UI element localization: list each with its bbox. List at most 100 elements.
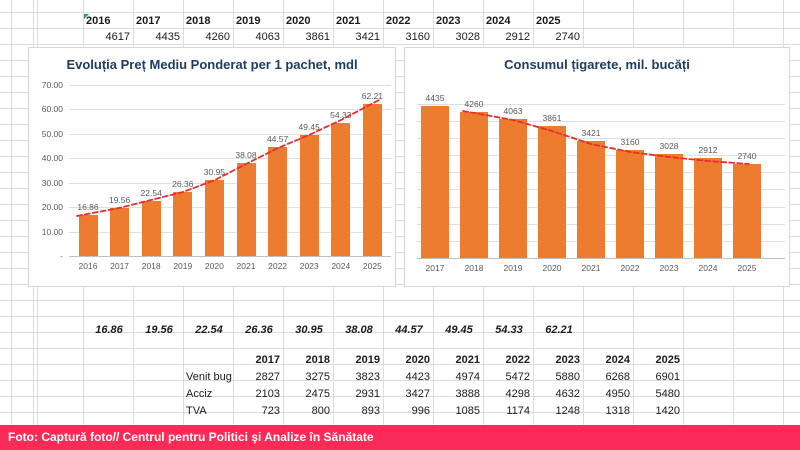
cell-year[interactable]: 2020 [405,354,430,366]
bar [141,200,161,256]
cell-value[interactable]: 3275 [305,371,330,383]
cell-value[interactable]: 3427 [405,388,430,400]
cell-value[interactable]: 5880 [555,371,580,383]
cell-price-value[interactable]: 30.95 [295,324,323,336]
cell-value[interactable]: 3421 [355,31,380,43]
grid-column-line [11,0,12,425]
bar-data-label: 3861 [542,112,562,123]
cell-row-label[interactable]: Acciz [186,388,213,400]
footer-text: Foto: Captură foto// Centrul pentru Poli… [8,430,374,444]
cell-price-value[interactable]: 19.56 [145,324,173,336]
cell-price-value[interactable]: 26.36 [245,324,273,336]
bar [655,154,683,258]
cell-value[interactable]: 5472 [505,371,530,383]
cell-value[interactable]: 996 [411,405,430,417]
cell-price-value[interactable]: 44.57 [395,324,423,336]
bar [331,123,351,256]
x-axis-tick-label: 2023 [299,261,319,271]
cell-value[interactable]: 4974 [455,371,480,383]
bar [694,158,722,258]
y-axis-tick-label: 40.00 [41,153,63,163]
bar [460,112,488,258]
cell-year[interactable]: 2023 [555,354,580,366]
cell-value[interactable]: 2931 [355,388,380,400]
cell-year[interactable]: 2023 [436,15,461,27]
cell-price-value[interactable]: 16.86 [95,324,123,336]
cell-price-value[interactable]: 38.08 [345,324,373,336]
bar-data-label: 38.08 [235,150,257,160]
cell-value[interactable]: 1174 [506,405,530,417]
cell-value[interactable]: 3028 [455,31,480,43]
cell-year[interactable]: 2022 [505,354,530,366]
cell-value[interactable]: 1248 [555,405,580,417]
cell-value[interactable]: 2912 [505,31,530,43]
bar [421,106,449,258]
cell-year[interactable]: 2024 [605,354,630,366]
cell-value[interactable]: 5480 [655,388,680,400]
cell-value[interactable]: 3160 [405,31,430,43]
chart-price-evolution[interactable]: Evoluția Preț Mediu Ponderat per 1 pache… [28,47,396,287]
cell-price-value[interactable]: 62.21 [545,324,573,336]
y-axis-tick-label: 20.00 [41,202,63,212]
cell-value[interactable]: 4298 [505,388,530,400]
bar-data-label: 22.54 [140,187,162,198]
cell-value[interactable]: 6901 [655,371,680,383]
cell-value[interactable]: 800 [311,405,330,417]
x-axis-tick-label: 2017 [110,261,130,271]
x-axis-line [69,256,391,257]
cell-value[interactable]: 4423 [405,371,430,383]
cell-value[interactable]: 2475 [305,388,330,400]
cell-year[interactable]: 2021 [336,15,361,27]
x-axis-tick-label: 2018 [464,263,484,273]
bar [173,191,193,256]
cell-year[interactable]: 2019 [236,15,261,27]
cell-value[interactable]: 2740 [555,31,580,43]
cell-value[interactable]: 2103 [255,388,280,400]
cell-value[interactable]: 3823 [355,371,380,383]
cell-value[interactable]: 4063 [255,31,280,43]
cell-year[interactable]: 2017 [255,354,280,366]
footer-credit-bar: Foto: Captură foto// Centrul pentru Poli… [0,425,800,450]
y-axis-tick-label: 30.00 [41,178,63,188]
cell-price-value[interactable]: 54.33 [495,324,523,336]
cell-year[interactable]: 2024 [486,15,511,27]
cell-row-label[interactable]: Venit bug [186,371,232,383]
cell-year[interactable]: 2020 [286,15,311,27]
cell-value[interactable]: 4950 [605,388,630,400]
cell-value[interactable]: 3861 [305,31,330,43]
cell-value[interactable]: 723 [261,405,280,417]
x-axis-line [417,258,785,259]
bar [362,104,382,256]
cell-year[interactable]: 2019 [355,354,380,366]
cell-value[interactable]: 893 [361,405,380,417]
cell-value[interactable]: 4632 [555,388,580,400]
bar-data-label: 4435 [425,93,445,103]
cell-value[interactable]: 1420 [655,405,680,417]
cell-year[interactable]: 2021 [455,354,480,366]
chart-cigarette-consumption[interactable]: Consumul țigarete, mil. bucăți 4435 2017 4… [404,47,790,287]
cell-value[interactable]: 1318 [605,405,630,417]
cell-row-label[interactable]: TVA [186,405,207,417]
cell-value[interactable]: 4435 [155,31,180,43]
cell-value[interactable]: 6268 [605,371,630,383]
cell-value[interactable]: 1085 [455,405,480,417]
cell-value[interactable]: 4617 [105,31,130,43]
cell-year[interactable]: 2025 [536,15,561,27]
cell-year[interactable]: 2025 [655,354,680,366]
x-axis-tick-label: 2024 [331,261,351,271]
cell-price-value[interactable]: 22.54 [195,324,223,336]
y-axis-tick-label: 10.00 [41,227,63,237]
cell-year[interactable]: 2016 [86,15,111,27]
cell-price-value[interactable]: 49.45 [445,324,473,336]
bar-data-label: 3028 [659,141,679,152]
cell-year[interactable]: 2022 [386,15,411,27]
cell-value[interactable]: 2827 [255,371,280,383]
x-axis-tick-label: 2025 [362,261,382,271]
cell-year[interactable]: 2018 [305,354,330,366]
cell-year[interactable]: 2018 [186,15,211,27]
cell-value[interactable]: 3888 [455,388,480,400]
cell-year[interactable]: 2017 [136,15,161,27]
bar [236,163,256,256]
cell-value[interactable]: 4260 [205,31,230,43]
